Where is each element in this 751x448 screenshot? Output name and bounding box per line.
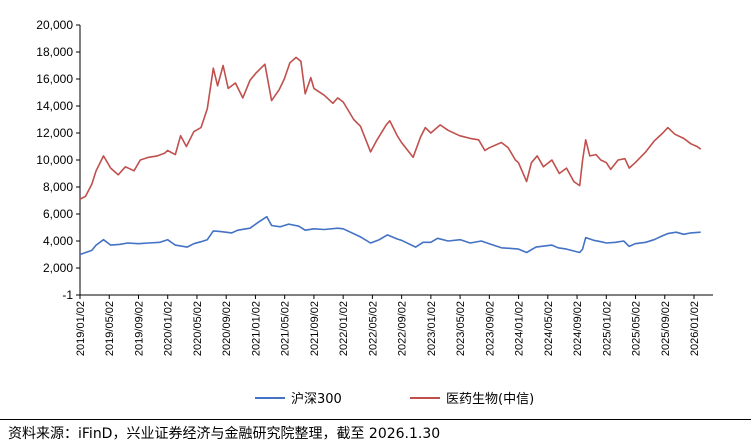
x-tick-label: 2019/05/02	[104, 301, 116, 356]
y-tick-label: 2,000	[43, 261, 73, 275]
x-tick-label: 2020/09/02	[221, 301, 233, 356]
x-tick-label: 2026/01/02	[689, 301, 701, 356]
x-tick-label: 2025/05/02	[631, 301, 643, 356]
x-tick-label: 2024/01/02	[514, 301, 526, 356]
x-tick-label: 2024/09/02	[572, 301, 584, 356]
x-tick-label: 2019/09/02	[133, 301, 145, 356]
x-tick-label: 2021/05/02	[280, 301, 292, 356]
footer-divider	[0, 419, 751, 420]
x-axis: 2019/01/02 2019/05/02 2019/09/02 2020/01/02…	[75, 294, 713, 356]
x-tick-label: 2022/01/02	[338, 301, 350, 356]
x-tick-label: 2020/05/02	[192, 301, 204, 356]
legend-item-csi300: 沪深300	[255, 391, 342, 407]
legend: 沪深300 医药生物(中信)	[255, 391, 534, 407]
series-lines	[79, 56, 702, 256]
legend-label: 医药生物(中信)	[446, 392, 534, 407]
x-tick-label: 2021/01/02	[250, 301, 262, 356]
legend-item-pharma: 医药生物(中信)	[410, 392, 534, 407]
legend-label: 沪深300	[291, 391, 342, 407]
y-tick-label: 4,000	[43, 234, 73, 248]
x-tick-label: 2021/09/02	[309, 301, 321, 356]
chart-svg: 20,000 18,000 16,000 14,000 12,000 10,000 8,00…	[36, 18, 713, 407]
x-tick-label: 2022/05/02	[367, 301, 379, 356]
x-tick-label: 2019/01/02	[75, 301, 87, 356]
line-chart: 20,000 18,000 16,000 14,000 12,000 10,000 8,00…	[36, 18, 713, 407]
x-tick-label: 2025/09/02	[660, 301, 672, 356]
x-tick-label: 2023/05/02	[455, 301, 467, 356]
x-tick-label: 2024/05/02	[543, 301, 555, 356]
y-tick-label: 12,000	[36, 126, 73, 140]
y-tick-label: -1	[62, 288, 73, 302]
y-tick-label: 16,000	[36, 72, 73, 86]
y-tick-label: 20,000	[36, 18, 73, 32]
series-line-csi300	[79, 215, 701, 256]
x-tick-label: 2023/09/02	[484, 301, 496, 356]
y-tick-label: 18,000	[36, 45, 73, 59]
series-line-pharma	[79, 56, 702, 200]
x-tick-label: 2022/09/02	[397, 301, 409, 356]
x-tick-label: 2020/01/02	[163, 301, 175, 356]
y-tick-label: 14,000	[36, 99, 73, 113]
source-note: 资料来源：iFinD，兴业证券经济与金融研究院整理，截至 2026.1.30	[8, 426, 441, 442]
x-tick-label: 2023/01/02	[426, 301, 438, 356]
x-tick-label: 2025/01/02	[601, 301, 613, 356]
y-tick-label: 8,000	[43, 180, 73, 194]
y-axis: 20,000 18,000 16,000 14,000 12,000 10,000 8,00…	[36, 18, 81, 302]
y-tick-label: 10,000	[36, 153, 73, 167]
y-tick-label: 6,000	[43, 207, 73, 221]
